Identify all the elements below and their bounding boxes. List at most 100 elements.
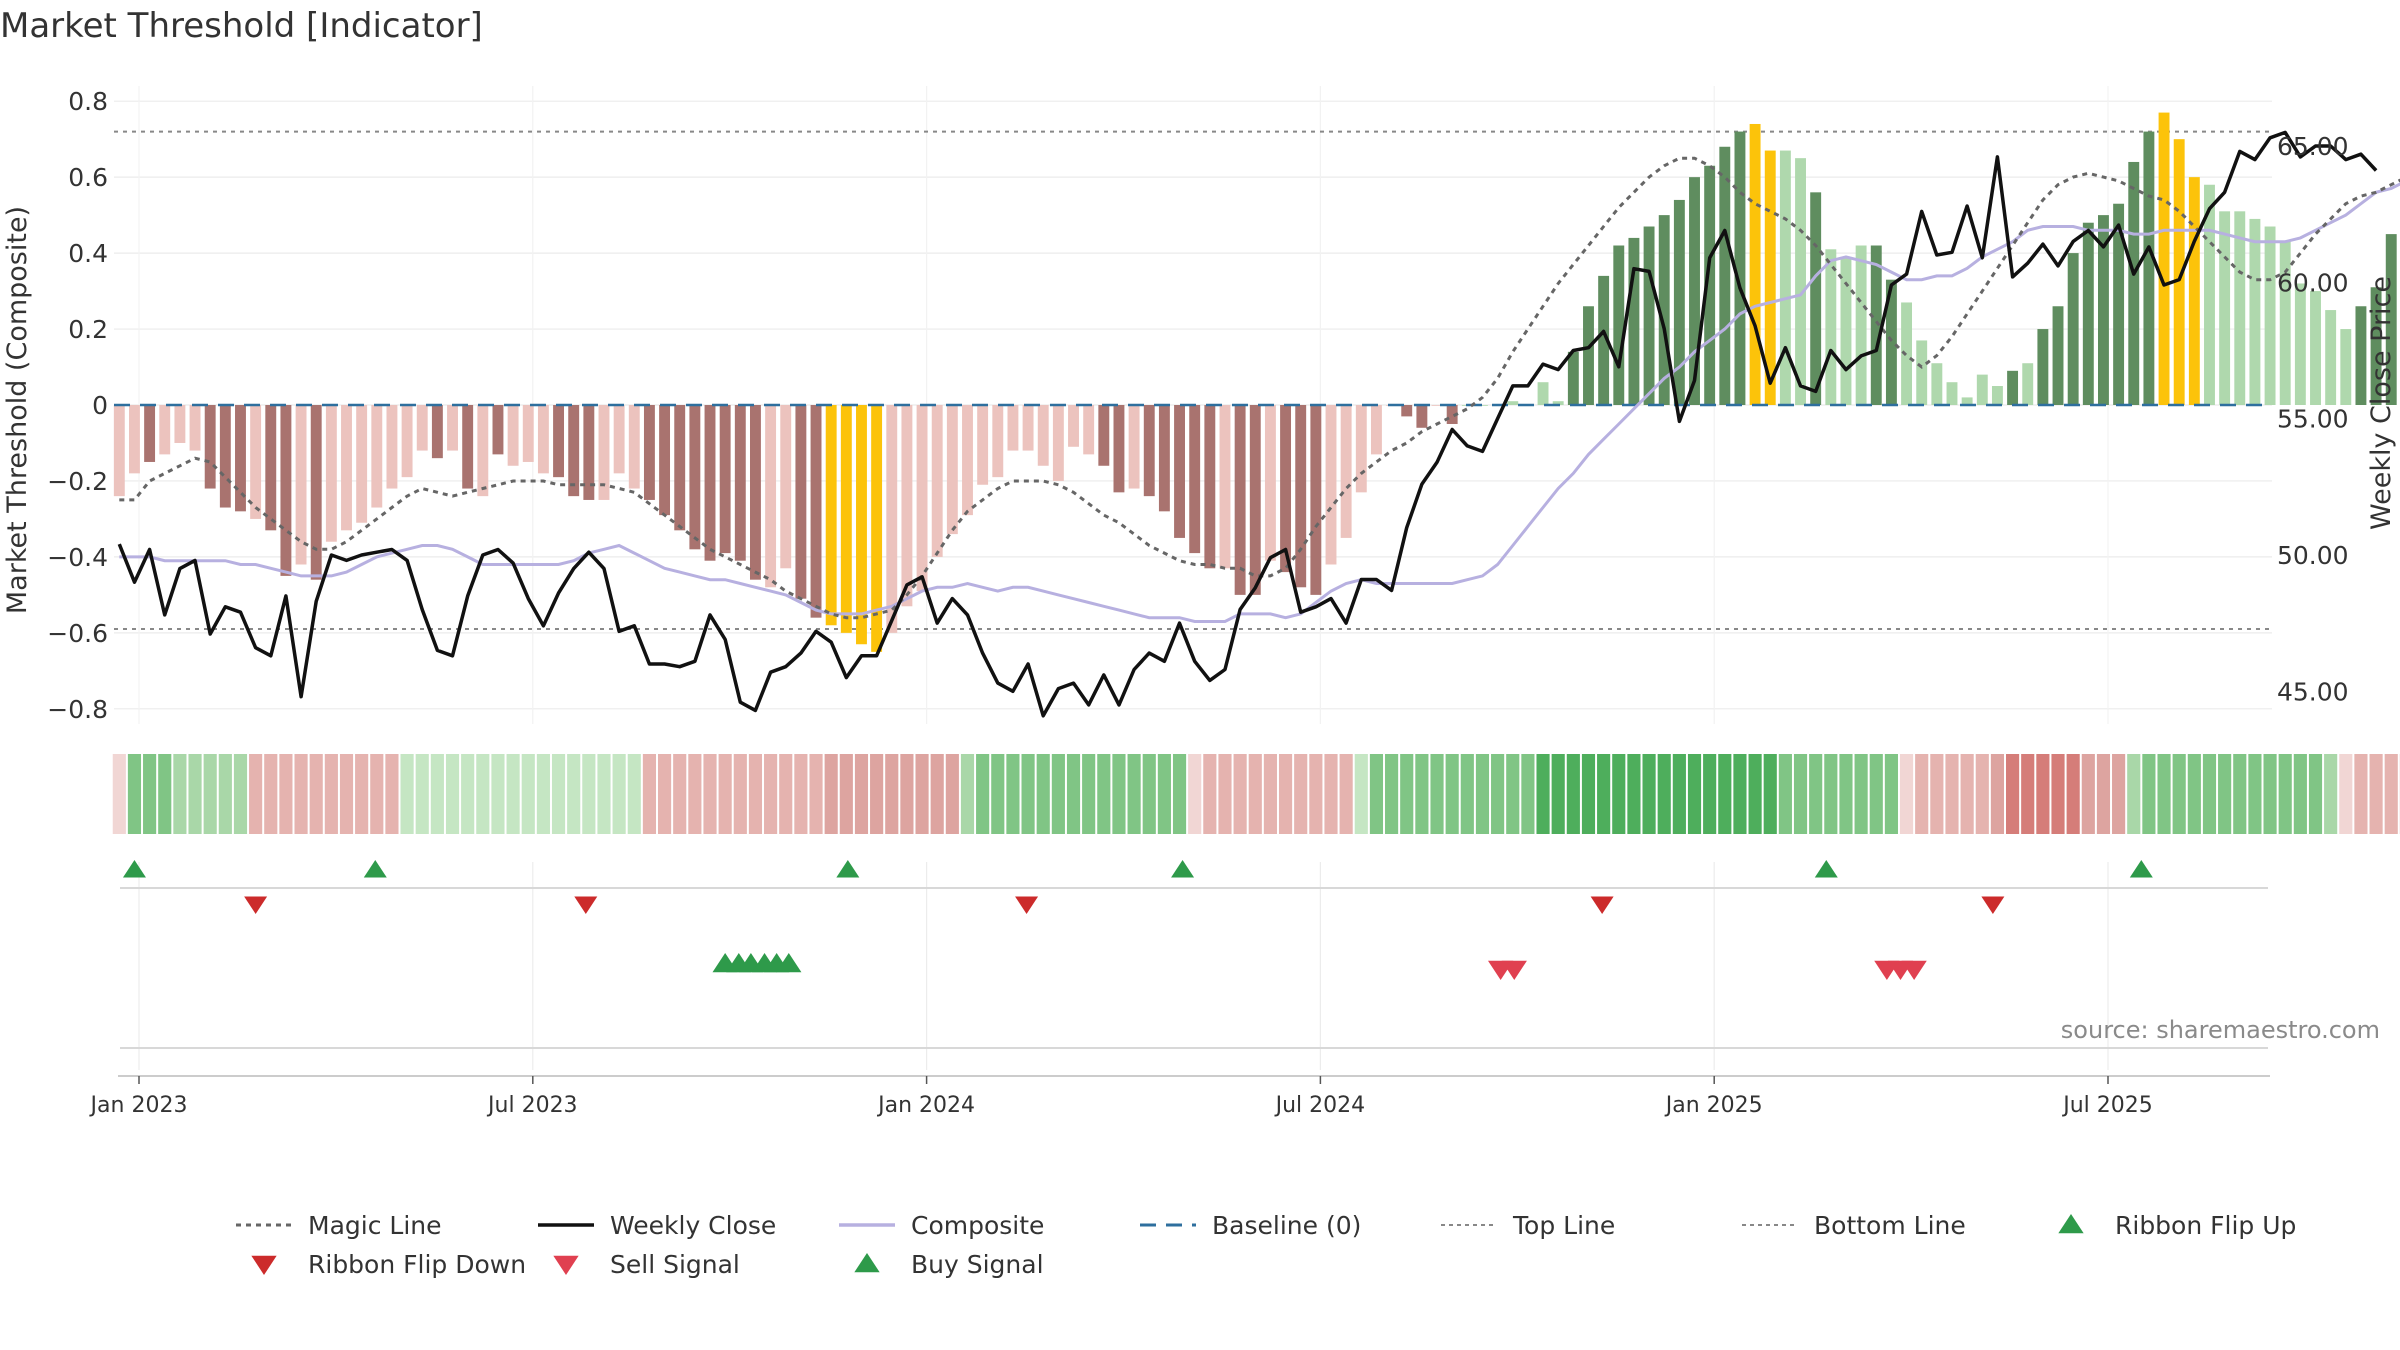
composite-bar <box>416 405 428 451</box>
composite-bar <box>1779 150 1791 405</box>
composite-bar <box>825 405 837 626</box>
ribbon-cell <box>1491 754 1505 834</box>
ribbon-cell <box>491 754 505 834</box>
composite-bar <box>2113 203 2125 405</box>
ribbon-cell <box>1672 754 1686 834</box>
composite-bar <box>977 405 989 485</box>
ribbon-cell <box>1172 754 1187 834</box>
ribbon-cell <box>1551 754 1565 834</box>
ribbon-cell <box>1839 754 1853 834</box>
composite-bar <box>2098 215 2109 405</box>
legend-item: Bottom Line <box>1742 1211 1966 1240</box>
composite-bar <box>1310 405 1322 595</box>
composite-bar <box>704 405 716 561</box>
legend-label: Bottom Line <box>1814 1211 1966 1240</box>
composite-bar <box>931 405 943 557</box>
composite-bar <box>1189 405 1201 554</box>
ribbon-cell <box>2066 754 2080 834</box>
ribbon-flip-up-marker <box>363 860 387 878</box>
x-tick-label: Jan 2023 <box>89 1093 188 1118</box>
composite-bar <box>144 405 156 462</box>
ribbon-cell <box>1990 754 2005 834</box>
ribbon-cell <box>2051 754 2065 834</box>
legend-label: Baseline (0) <box>1212 1211 1361 1240</box>
composite-bar <box>1825 249 1837 405</box>
composite-bar <box>325 405 337 542</box>
composite-bar <box>341 405 352 531</box>
legend: Magic Line Weekly Close Composite Baseline … <box>236 1211 2296 1279</box>
ribbon-cell <box>2308 754 2323 834</box>
legend-down-triangle-icon <box>553 1255 579 1275</box>
left-tick-label: 0.8 <box>68 87 108 116</box>
composite-bar <box>1946 382 1958 405</box>
composite-bar <box>2067 253 2079 405</box>
ribbon-cell <box>2021 754 2035 834</box>
composite-bar <box>1234 405 1246 595</box>
composite-bar <box>1431 405 1443 406</box>
ribbon-cell <box>960 754 975 834</box>
left-tick-label: −0.6 <box>47 619 108 648</box>
right-tick-label: 45.00 <box>2277 677 2349 706</box>
ribbon-cell <box>1703 754 1717 834</box>
ribbon-cell <box>703 754 717 834</box>
ribbon-cell <box>127 754 142 834</box>
composite-bar <box>1098 405 1110 466</box>
ribbon-cell <box>1248 754 1262 834</box>
composite-bar <box>613 405 625 474</box>
composite-bar <box>1810 192 1822 405</box>
left-tick-label: −0.2 <box>47 467 108 496</box>
ribbon-flip-down-marker <box>1590 896 1614 914</box>
ribbon-flip-up-marker <box>2129 860 2153 878</box>
composite-bar <box>1689 177 1700 405</box>
composite-bar <box>1764 150 1776 405</box>
ribbon-cell <box>1233 754 1247 834</box>
composite-bar <box>916 405 928 592</box>
ribbon-cell <box>1218 754 1232 834</box>
composite-bar <box>1143 405 1155 497</box>
legend-item: Sell Signal <box>553 1250 740 1279</box>
ribbon-cell <box>339 754 354 834</box>
ribbon-cell <box>2278 754 2292 834</box>
composite-bar <box>2340 329 2352 405</box>
sell-signal-marker <box>1901 960 1927 980</box>
ribbon-cell <box>915 754 929 834</box>
composite-bar <box>1855 245 1867 405</box>
legend-item: Magic Line <box>236 1211 442 1240</box>
ribbon-cell <box>1824 754 1838 834</box>
ribbon-cell <box>1112 754 1126 834</box>
composite-bar <box>1325 405 1337 565</box>
composite-line <box>119 182 2400 623</box>
ribbon-cell <box>1460 754 1474 834</box>
legend-label: Sell Signal <box>610 1250 740 1279</box>
ribbon-cell <box>1415 754 1429 834</box>
ribbon-flip-down-marker <box>1015 896 1039 914</box>
ribbon-cell <box>1309 754 1323 834</box>
ribbon-cell <box>612 754 626 834</box>
legend-item: Baseline (0) <box>1140 1211 1361 1240</box>
ribbon-cell <box>1581 754 1596 834</box>
composite-bar <box>113 405 125 497</box>
composite-bar <box>1370 405 1382 455</box>
source-note: source: sharemaestro.com <box>2061 1016 2380 1044</box>
composite-bar <box>946 405 958 535</box>
composite-bar <box>871 405 883 652</box>
ribbon-cell <box>476 754 490 834</box>
legend-label: Ribbon Flip Up <box>2115 1211 2296 1240</box>
composite-bar <box>795 405 807 599</box>
x-axis-ticks: Jan 2023 Jul 2023 Jan 2024 Jul 2024 Jan 2025… <box>89 1076 2153 1118</box>
ribbon-cell <box>2384 754 2398 834</box>
legend-item: Weekly Close <box>538 1211 776 1240</box>
composite-bar <box>522 405 534 462</box>
composite-bar <box>659 405 671 516</box>
composite-bar <box>1658 215 1670 405</box>
ribbon-cell <box>642 754 656 834</box>
ribbon-cell <box>233 754 248 834</box>
ribbon-cell <box>2036 754 2050 834</box>
legend-item: Buy Signal <box>854 1250 1044 1279</box>
ribbon-cell <box>1627 754 1641 834</box>
ribbon-cell <box>2248 754 2262 834</box>
ribbon-cell <box>1051 754 1065 834</box>
composite-bar <box>265 405 277 531</box>
composite-bar <box>1991 386 2003 405</box>
ribbon-cell <box>1082 754 1096 834</box>
